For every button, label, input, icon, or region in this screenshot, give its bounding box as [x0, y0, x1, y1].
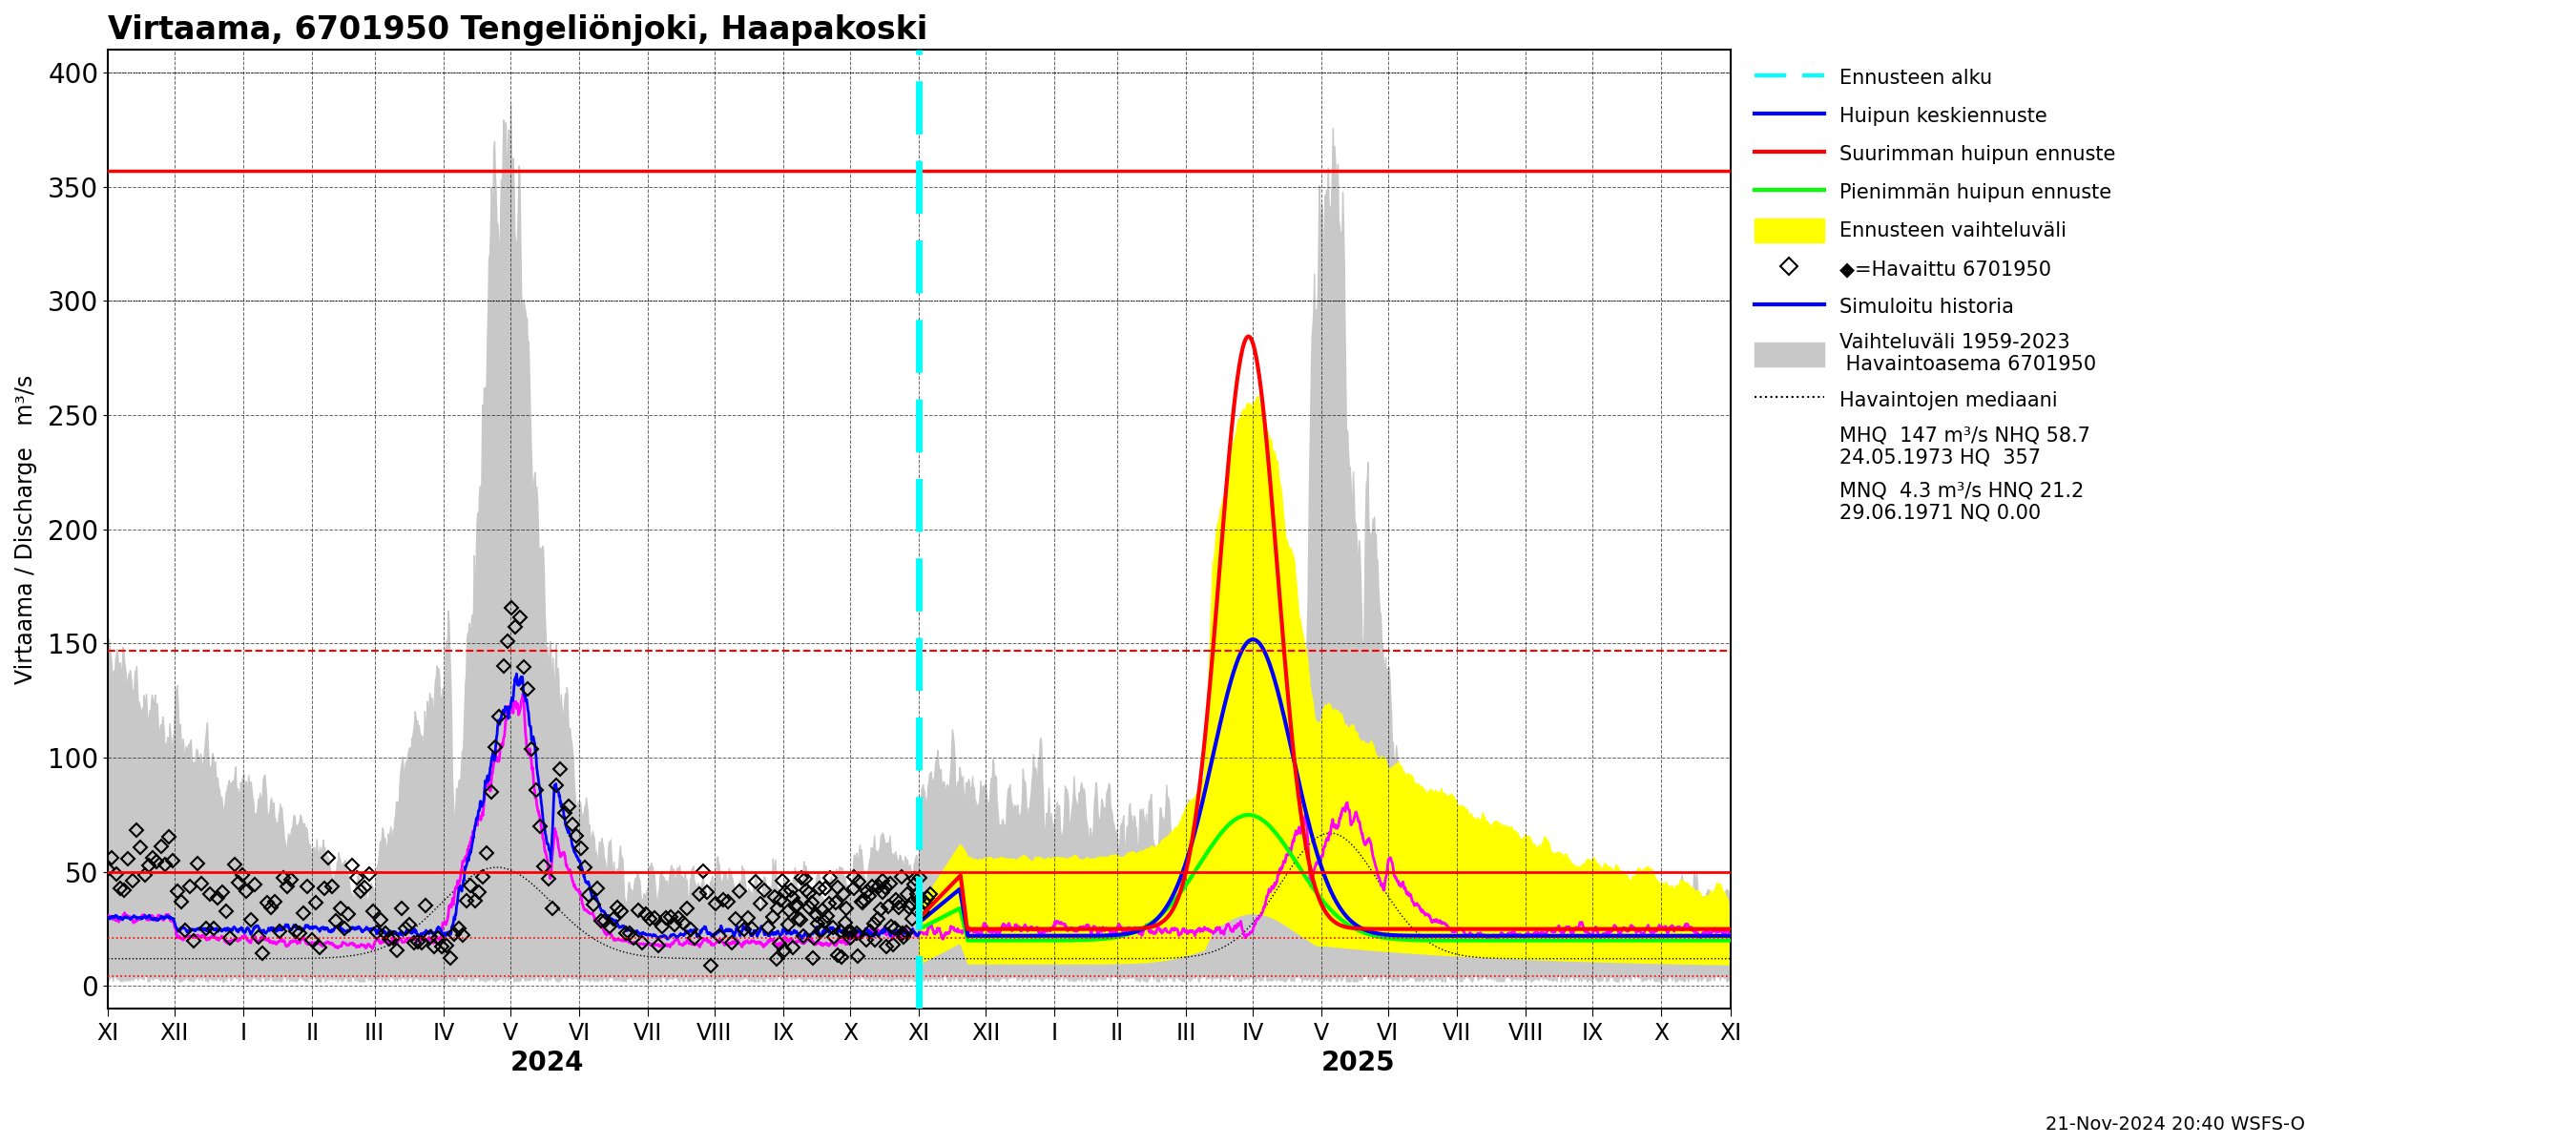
Text: 2024: 2024	[510, 1050, 585, 1076]
Text: 21-Nov-2024 20:40 WSFS-O: 21-Nov-2024 20:40 WSFS-O	[2045, 1115, 2306, 1134]
Y-axis label: Virtaama / Discharge   m³/s: Virtaama / Discharge m³/s	[15, 374, 36, 684]
Legend: Ennusteen alku, Huipun keskiennuste, Suurimman huipun ennuste, Pienimmän huipun : Ennusteen alku, Huipun keskiennuste, Suu…	[1749, 60, 2123, 528]
Text: Virtaama, 6701950 Tengeliönjoki, Haapakoski: Virtaama, 6701950 Tengeliönjoki, Haapako…	[108, 14, 927, 46]
Text: 2025: 2025	[1321, 1050, 1396, 1076]
